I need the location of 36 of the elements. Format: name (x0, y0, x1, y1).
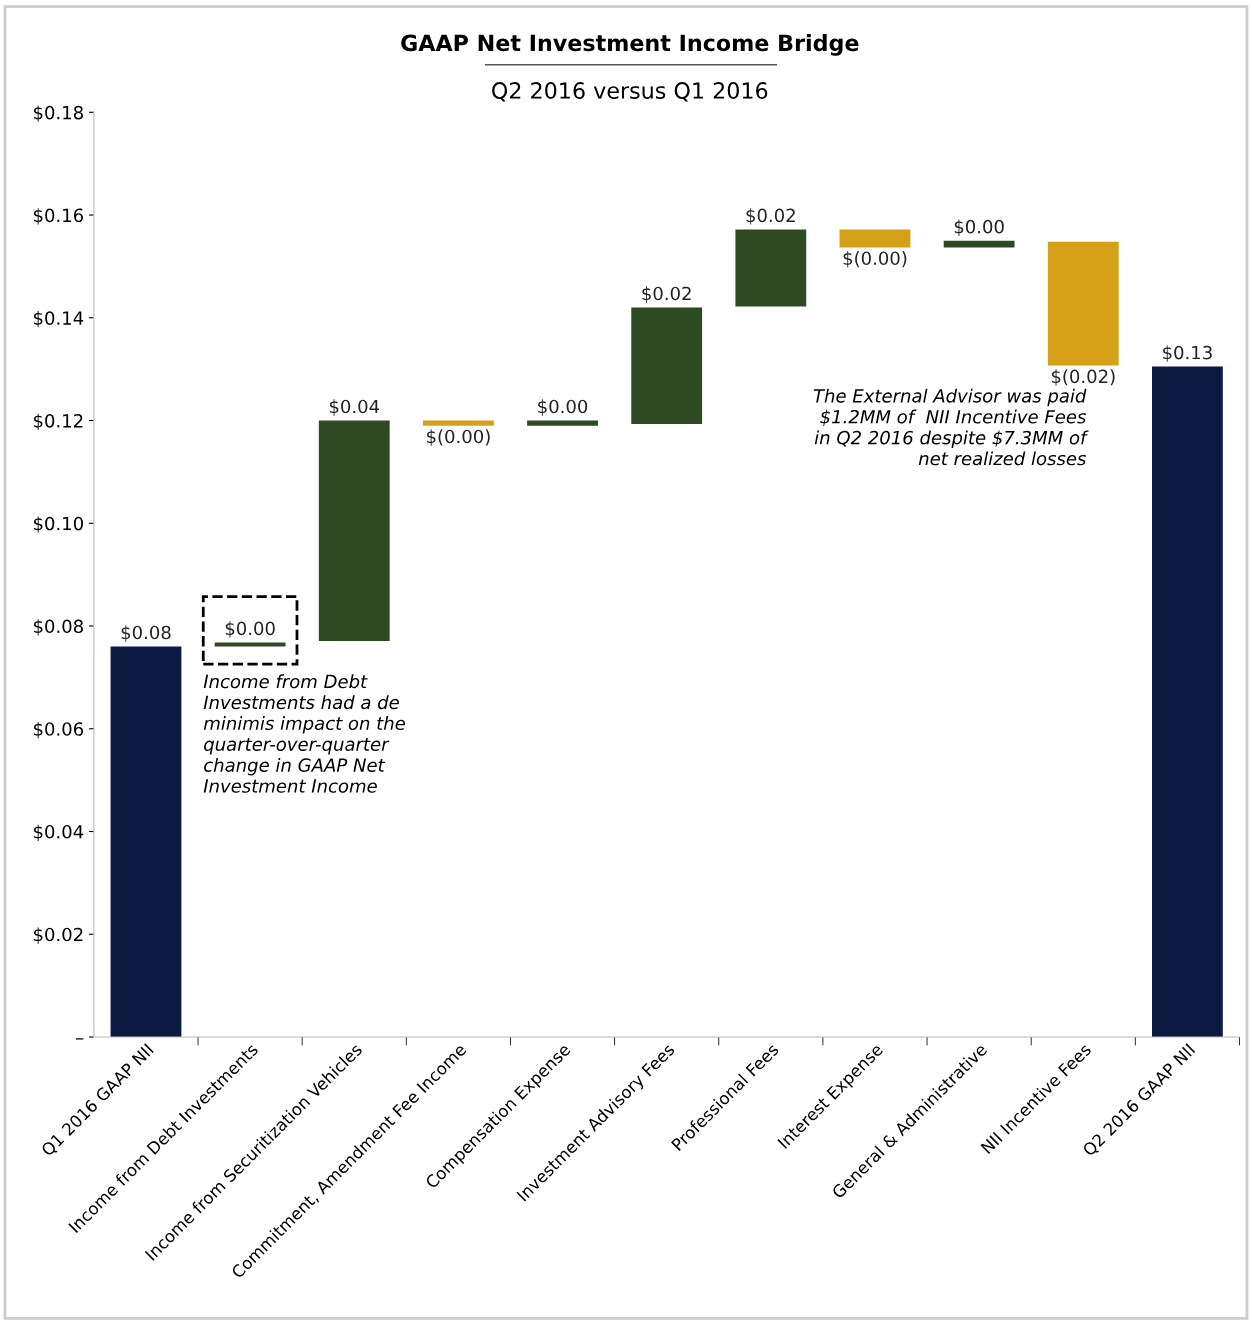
data-label: $0.00 (225, 621, 275, 638)
chart-title: GAAP Net Investment Income Bridge (401, 34, 859, 56)
y-tick-label: $0.08 (33, 619, 83, 636)
bar (735, 229, 807, 307)
data-label: $0.04 (329, 399, 380, 416)
y-tick-label: $0.06 (33, 721, 84, 739)
y-tick-label: $0.14 (33, 310, 84, 328)
chart-subtitle: Q2 2016 versus Q1 2016 (492, 82, 768, 102)
y-tick-label: $0.18 (33, 105, 83, 122)
y-tick-label: $0.16 (33, 208, 84, 225)
bar (214, 642, 286, 647)
bar (110, 646, 182, 1037)
bar (318, 420, 390, 641)
bar (1047, 241, 1119, 366)
annotation: Income from Debt Investments had a de minimis impact on the quarter-over-quarter change in GAAP Net Investment Income (203, 674, 405, 793)
data-label: $(0.00) (427, 429, 490, 446)
y-tick-label: $0.10 (33, 516, 83, 533)
data-label: $0.13 (1163, 345, 1212, 362)
data-label: $0.08 (121, 625, 171, 642)
data-label: $0.00 (954, 219, 1004, 236)
annotation: The External Advisor was paid $1.2MM of NII Incentive Fees in Q2 2016 despite $7.3MM of net realized losses (813, 388, 1089, 466)
bar (422, 420, 494, 426)
data-label: $(0.00) (843, 251, 907, 268)
bar (1152, 366, 1223, 1037)
bar (943, 240, 1015, 248)
bar (527, 420, 598, 426)
y-tick-label: – (76, 1038, 84, 1040)
y-tick-label: $0.12 (33, 413, 83, 431)
bar (631, 307, 703, 425)
y-tick-label: $0.02 (33, 927, 83, 944)
data-label: $0.02 (642, 286, 691, 303)
data-label: $0.00 (538, 399, 588, 416)
data-label: $(0.02) (1051, 369, 1115, 386)
data-label: $0.02 (746, 208, 795, 225)
bar (839, 229, 911, 248)
y-tick-label: $0.04 (33, 824, 84, 842)
